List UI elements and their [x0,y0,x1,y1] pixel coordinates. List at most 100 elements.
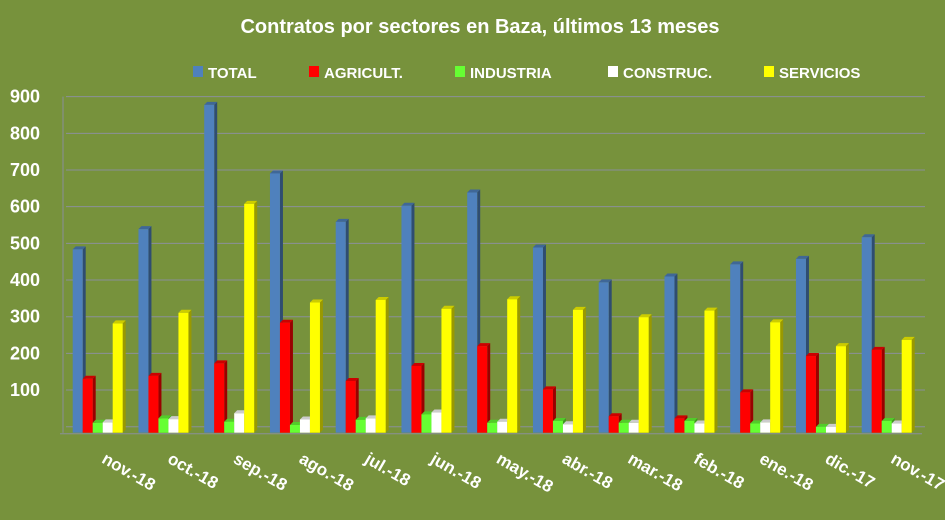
legend-swatch [309,66,319,77]
bar-top [421,411,435,415]
bar-agricult-nov17 [871,346,885,433]
bar-top [638,314,652,318]
legend-label: INDUSTRIA [470,65,552,82]
bar-front [901,339,912,433]
bar-side [542,244,546,433]
bar-top [441,305,455,309]
x-tick-label: sep.-18 [230,449,290,495]
bar-top [532,244,546,248]
bar-top [102,419,116,423]
bar-side [582,306,586,433]
bar-top [628,419,642,423]
bar-front [467,192,478,433]
bar-front [431,412,442,433]
x-tick-label: nov.-18 [99,449,159,495]
bars [72,101,915,433]
bar-top [901,336,915,340]
bar-top [269,170,283,174]
legend-swatch [455,66,465,77]
bar-top [598,279,612,283]
bar-side [608,279,612,433]
x-tick-label: dic.-17 [822,449,878,492]
bar-top [72,246,86,250]
bar-top [805,353,819,357]
bar-top [82,375,96,379]
bar-top [178,309,192,313]
chart-title: Contratos por sectores en Baza, últimos … [240,16,719,38]
bar-front [552,420,563,433]
y-tick-label: 200 [10,343,40,363]
bar-side [188,309,192,433]
bar-front [72,249,83,433]
bar-front [168,419,179,433]
bar-total-mar18 [598,279,612,433]
bar-top [572,306,586,310]
bar-top [740,389,754,393]
bar-top [760,419,774,423]
bar-top [214,360,228,364]
bar-top [891,420,905,424]
y-tick-label: 100 [10,380,40,400]
legend-item-industria: INDUSTRIA [455,65,552,82]
bar-servicios-ene18 [770,319,784,433]
bar-front [365,418,376,433]
bar-top [664,273,678,277]
bar-top [411,362,425,366]
bar-top [881,417,895,421]
bar-top [477,343,491,347]
bar-front [618,422,629,433]
legend-label: AGRICULT. [324,65,403,82]
bar-top [770,319,784,323]
bar-front [825,426,836,433]
bar-front [82,378,93,433]
legend-label: CONSTRUC. [623,65,712,82]
bar-side [92,375,96,433]
bar-top [750,420,764,424]
bar-front [815,426,826,433]
bar-front [608,416,619,433]
bar-front [507,299,518,433]
y-tick-label: 900 [10,87,40,107]
bar-top [112,320,126,324]
bar-front [542,389,553,433]
y-tick-label: 400 [10,270,40,290]
bar-front [477,346,488,433]
bar-top [497,418,511,422]
bar-front [299,419,310,433]
bar-side [648,314,652,433]
bar-servicios-nov18 [112,320,126,433]
bar-front [345,380,356,433]
bar-front [224,421,235,433]
bar-front [770,322,781,433]
legend: TOTAL AGRICULT. INDUSTRIA CONSTRUC. SERVICIO… [193,65,860,82]
x-tick-label: may.-18 [493,449,556,496]
x-tick-label: abr.-18 [559,449,616,493]
bar-servicios-ago18 [309,299,323,433]
bar-front [664,276,675,433]
bar-side [845,343,849,433]
bar-front [158,418,169,433]
bar-front [861,237,872,433]
bar-front [795,258,806,433]
bar-front [178,312,189,433]
bar-front [269,173,280,433]
bar-side [487,343,491,433]
bar-top [279,319,293,323]
bar-top [552,417,566,421]
bar-top [401,202,415,206]
bar-front [375,299,386,433]
bar-agricult-dic17 [805,353,819,433]
x-tick-label: ago.-18 [296,449,357,495]
x-tick-label: feb.-18 [690,449,747,493]
bar-top [224,418,238,422]
legend-item-total: TOTAL [193,65,257,82]
bar-servicios-feb18 [704,307,718,433]
bar-front [881,420,892,433]
bar-servicios-abr18 [572,306,586,433]
bar-front [871,349,882,433]
bar-agricult-nov18 [82,375,96,433]
bar-front [835,346,846,433]
bar-top [694,420,708,424]
bar-top [138,226,152,230]
y-axis: 100 200 300 400 500 600 700 800 900 [10,87,40,400]
